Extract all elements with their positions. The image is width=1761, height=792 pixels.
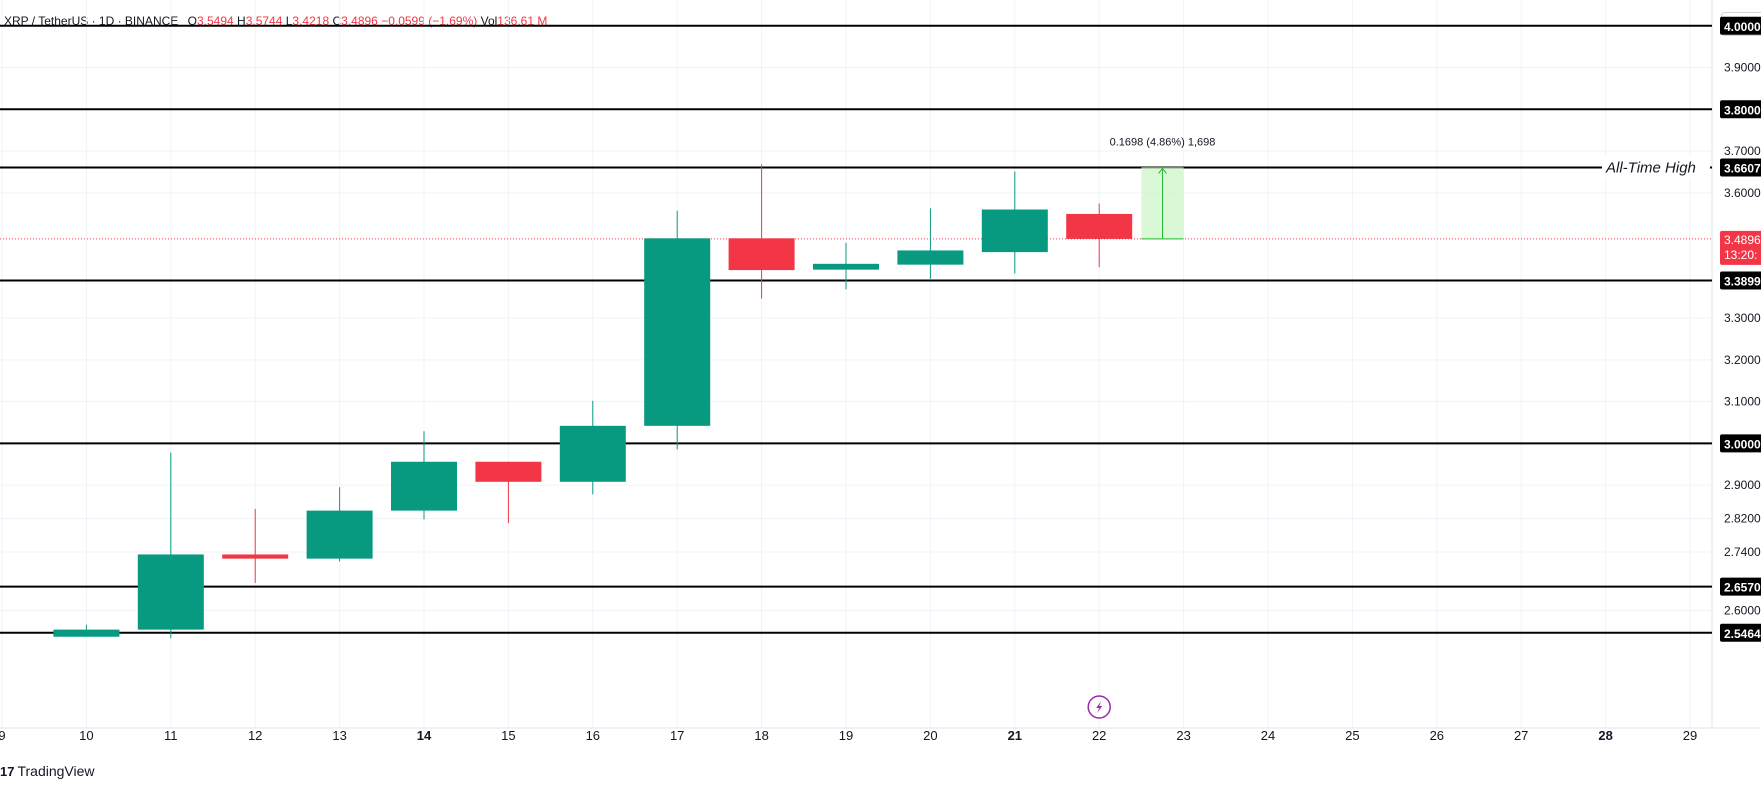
countdown-label: 13:20: <box>1724 248 1757 262</box>
candle-body <box>222 554 289 559</box>
time-tick-label: 29 <box>1683 728 1697 743</box>
current-price-badge <box>1720 230 1761 265</box>
time-tick-label: 11 <box>164 728 178 743</box>
candle-body <box>559 425 626 482</box>
low-label: L <box>285 14 293 28</box>
price-tick-label: 3.7000 <box>1724 144 1761 158</box>
price-tick-label: 2.6000 <box>1724 603 1761 617</box>
time-tick-label: 16 <box>586 728 600 743</box>
price-range-arrow-head <box>1158 167 1167 174</box>
price-tick-label: 2.9000 <box>1724 478 1761 492</box>
price-tick-label: 3.6000 <box>1724 186 1761 200</box>
price-tick-label: 2.7400 <box>1724 545 1761 559</box>
time-tick-label: 9 <box>0 728 6 743</box>
level-price-badge <box>1720 434 1761 453</box>
tradingview-wordmark: TradingView <box>17 763 95 779</box>
candle-body <box>644 238 711 426</box>
tradingview-logo[interactable]: 17 TradingView <box>0 763 95 779</box>
close-value: 3.4896 <box>341 14 378 28</box>
low-value: 3.4218 <box>292 14 330 28</box>
candle-body <box>981 209 1048 253</box>
time-tick-label: 25 <box>1345 728 1359 743</box>
candle-body <box>1066 213 1133 239</box>
level-price-badge <box>1720 16 1761 35</box>
time-tick-label: 27 <box>1514 728 1528 743</box>
open-value: 3.5494 <box>196 14 234 28</box>
level-price-label: 3.6607 <box>1724 161 1761 175</box>
symbol-title[interactable]: XRP / TetherUS · 1D · BINANCE <box>4 14 179 28</box>
close-label: C <box>332 14 342 28</box>
volume-label: Vol <box>480 14 498 28</box>
candle-body <box>53 629 120 637</box>
time-tick-label: 12 <box>248 728 262 743</box>
candle-body <box>728 238 795 271</box>
level-price-label: 2.5464 <box>1724 627 1761 641</box>
level-price-label: 4.0000 <box>1724 20 1761 34</box>
price-tick-label: 2.8200 <box>1724 512 1761 526</box>
time-tick-label: 19 <box>839 728 853 743</box>
candle-body <box>897 250 964 265</box>
level-price-badge <box>1720 271 1761 290</box>
price-tick-label: 3.1000 <box>1724 395 1761 409</box>
time-tick-label: 22 <box>1092 728 1106 743</box>
price-tick-label: 3.9000 <box>1724 61 1761 75</box>
time-tick-label: 18 <box>754 728 768 743</box>
candle-body <box>391 461 457 511</box>
level-price-badge <box>1720 158 1761 177</box>
time-tick-label: 28 <box>1598 728 1612 743</box>
high-label: H <box>237 14 246 28</box>
level-note-bg <box>1602 156 1710 179</box>
candle-body <box>475 461 542 482</box>
candle-body <box>306 510 373 559</box>
time-tick-label: 26 <box>1430 728 1444 743</box>
tradingview-mark-icon: 17 <box>0 764 15 779</box>
candle-body <box>813 263 879 270</box>
price-range-label: 0.1698 (4.86%) 1,698 <box>1110 136 1216 148</box>
time-tick-label: 17 <box>670 728 684 743</box>
volume-value: 136.61 M <box>497 14 548 28</box>
level-price-label: 3.8000 <box>1724 103 1761 117</box>
time-tick-label: 15 <box>501 728 515 743</box>
time-tick-label: 14 <box>417 728 432 743</box>
lightning-glyph-icon <box>1096 701 1103 713</box>
price-tick-label: 3.3000 <box>1724 311 1761 325</box>
candle-body <box>137 554 204 630</box>
level-price-label: 2.6570 <box>1724 581 1761 595</box>
level-price-badge <box>1720 623 1761 642</box>
current-price-label: 3.4896 <box>1724 233 1761 247</box>
level-price-badge <box>1720 100 1761 119</box>
level-price-badge <box>1720 577 1761 596</box>
time-tick-label: 20 <box>923 728 937 743</box>
open-label: O <box>187 14 197 28</box>
all-time-high-label: All-Time High <box>1605 159 1696 176</box>
time-tick-label: 23 <box>1176 728 1190 743</box>
level-price-label: 3.3899 <box>1724 275 1761 289</box>
time-tick-label: 13 <box>332 728 346 743</box>
time-tick-label: 21 <box>1008 728 1022 743</box>
price-tick-label: 3.2000 <box>1724 353 1761 367</box>
time-tick-label: 10 <box>79 728 93 743</box>
change-value: −0.0599 (−1.69%) <box>381 14 478 28</box>
level-price-label: 3.0000 <box>1724 437 1761 451</box>
time-tick-label: 24 <box>1261 728 1275 743</box>
